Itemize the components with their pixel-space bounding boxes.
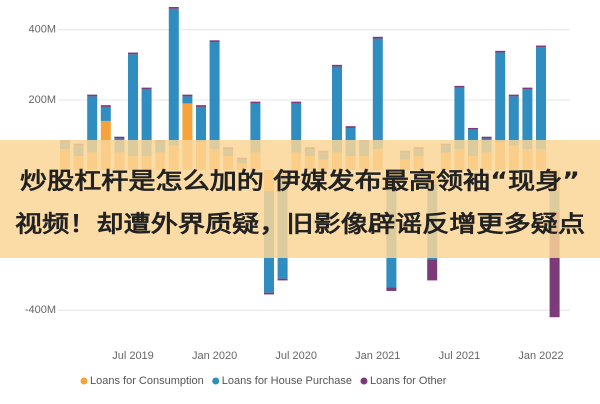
bar bbox=[427, 259, 438, 281]
bar bbox=[141, 87, 152, 90]
bar bbox=[372, 38, 383, 149]
bar bbox=[291, 103, 302, 153]
y-tick-label: -400M bbox=[25, 304, 56, 316]
bar bbox=[522, 89, 533, 149]
x-tick-label: Jul 2020 bbox=[275, 350, 317, 362]
bar bbox=[454, 87, 465, 149]
bar bbox=[87, 94, 98, 97]
bar bbox=[536, 47, 546, 149]
legend-marker bbox=[360, 377, 368, 385]
bar bbox=[182, 96, 193, 104]
bar bbox=[114, 136, 125, 139]
bar bbox=[128, 52, 138, 55]
bar bbox=[209, 40, 220, 43]
bar bbox=[495, 52, 506, 142]
bar bbox=[182, 94, 193, 97]
y-tick-label: 400M bbox=[28, 24, 56, 36]
bar bbox=[508, 96, 519, 146]
bar bbox=[549, 212, 560, 318]
legend-marker bbox=[80, 377, 88, 385]
legend-label: Loans for Consumption bbox=[90, 375, 204, 387]
bar bbox=[332, 64, 342, 67]
bar bbox=[264, 292, 274, 295]
bar bbox=[522, 87, 533, 90]
bar bbox=[87, 96, 98, 153]
bar bbox=[508, 94, 519, 97]
bar bbox=[536, 45, 546, 48]
bar bbox=[196, 105, 206, 107]
banner-line: 视频！却遭外界质疑，旧影像辟谣反增更多疑点 bbox=[15, 211, 585, 238]
bar bbox=[345, 126, 356, 128]
bar bbox=[386, 287, 397, 291]
bar bbox=[291, 101, 302, 104]
x-tick-label: Jan 2021 bbox=[355, 350, 400, 362]
bar bbox=[100, 105, 111, 107]
bar bbox=[141, 89, 152, 156]
x-tick-label: Jan 2020 bbox=[192, 350, 237, 362]
x-tick-label: Jan 2022 bbox=[518, 350, 563, 362]
banner-band bbox=[0, 140, 600, 258]
bar bbox=[495, 50, 506, 53]
bar bbox=[468, 127, 478, 130]
y-tick-label: 200M bbox=[28, 94, 56, 106]
bar bbox=[250, 103, 261, 153]
bar bbox=[454, 85, 465, 88]
bar bbox=[481, 136, 492, 139]
legend-label: Loans for Other bbox=[370, 375, 447, 387]
bar bbox=[332, 66, 342, 153]
bar bbox=[250, 101, 261, 104]
bar bbox=[168, 7, 179, 9]
x-tick-label: Jul 2019 bbox=[112, 350, 154, 362]
legend-marker bbox=[212, 377, 220, 385]
bar bbox=[168, 8, 179, 146]
bar bbox=[128, 54, 138, 156]
banner-line: 炒股杠杆是怎么加的 伊媒发布最高领袖“现身” bbox=[20, 168, 580, 195]
bar bbox=[372, 36, 383, 39]
bar bbox=[277, 278, 288, 281]
bar bbox=[182, 103, 193, 170]
legend-label: Loans for House Purchase bbox=[222, 375, 352, 387]
bar bbox=[100, 106, 111, 121]
bar bbox=[196, 106, 206, 142]
x-tick-label: Jul 2021 bbox=[439, 350, 481, 362]
bar bbox=[209, 42, 220, 149]
